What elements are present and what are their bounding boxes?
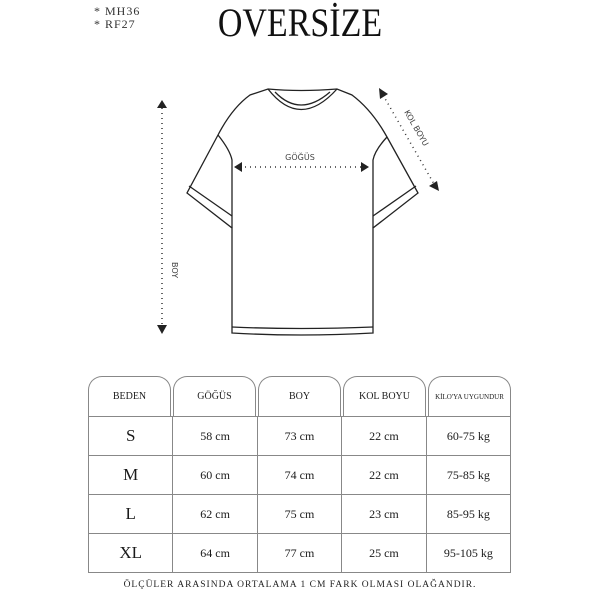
cell-sleeve: 22 cm [341, 456, 425, 494]
cell-chest: 62 cm [172, 495, 256, 533]
tshirt-diagram: BOY GÖĞÜS KOL BOYU [157, 88, 439, 336]
arrow-right-icon [361, 162, 369, 172]
cell-length: 74 cm [256, 456, 341, 494]
arrow-up-icon [157, 100, 167, 108]
cell-chest: 64 cm [172, 534, 256, 572]
cell-size: M [123, 465, 139, 484]
arrow-up-left-icon [379, 88, 388, 99]
cell-sleeve: 22 cm [341, 417, 425, 455]
table-row: XL 64 cm 77 cm 25 cm 95-105 kg [89, 533, 510, 572]
size-table: BEDEN GÖĞÜS BOY KOL BOYU KİLO'YA UYGUNDU… [88, 376, 511, 573]
cell-length: 77 cm [256, 534, 341, 572]
table-body: S 58 cm 73 cm 22 cm 60-75 kg M 60 cm 74 cm 22 cm… [88, 416, 511, 573]
arrow-left-icon [234, 162, 242, 172]
cell-weight: 85-95 kg [425, 495, 510, 533]
header-chest: GÖĞÜS [173, 376, 256, 416]
cell-size: L [125, 504, 136, 523]
arrow-down-icon [157, 325, 167, 334]
code-2: * RF27 [94, 17, 136, 31]
table-row: M 60 cm 74 cm 22 cm 75-85 kg [89, 455, 510, 494]
product-codes: * MH36 * RF27 [94, 5, 140, 31]
cell-sleeve: 23 cm [341, 495, 425, 533]
cell-chest: 58 cm [172, 417, 256, 455]
arrow-down-right-icon [429, 181, 439, 191]
table-row: S 58 cm 73 cm 22 cm 60-75 kg [89, 417, 510, 455]
table-row: L 62 cm 75 cm 23 cm 85-95 kg [89, 494, 510, 533]
cell-length: 75 cm [256, 495, 341, 533]
sleeve-label: KOL BOYU [402, 109, 430, 148]
tshirt-outline [186, 88, 419, 336]
code-1: * MH36 [94, 4, 141, 18]
cell-size: S [125, 426, 136, 445]
cell-chest: 60 cm [172, 456, 256, 494]
header-size: BEDEN [88, 376, 171, 416]
cell-size: XL [119, 543, 143, 562]
table-header: BEDEN GÖĞÜS BOY KOL BOYU KİLO'YA UYGUNDU… [88, 376, 511, 416]
cell-weight: 95-105 kg [425, 534, 510, 572]
header-weight: KİLO'YA UYGUNDUR [428, 376, 511, 416]
cell-weight: 60-75 kg [425, 417, 510, 455]
page-title: OVERSİZE [217, 0, 383, 45]
chest-label: GÖĞÜS [285, 151, 315, 162]
cell-sleeve: 25 cm [341, 534, 425, 572]
sleeve-arrow [382, 94, 435, 185]
footer-note: ÖLÇÜLER ARASINDA ORTALAMA 1 CM FARK OLMA… [123, 580, 477, 590]
length-label: BOY [170, 262, 179, 278]
cell-length: 73 cm [256, 417, 341, 455]
cell-weight: 75-85 kg [425, 456, 510, 494]
header-length: BOY [258, 376, 341, 416]
header-sleeve: KOL BOYU [343, 376, 426, 416]
